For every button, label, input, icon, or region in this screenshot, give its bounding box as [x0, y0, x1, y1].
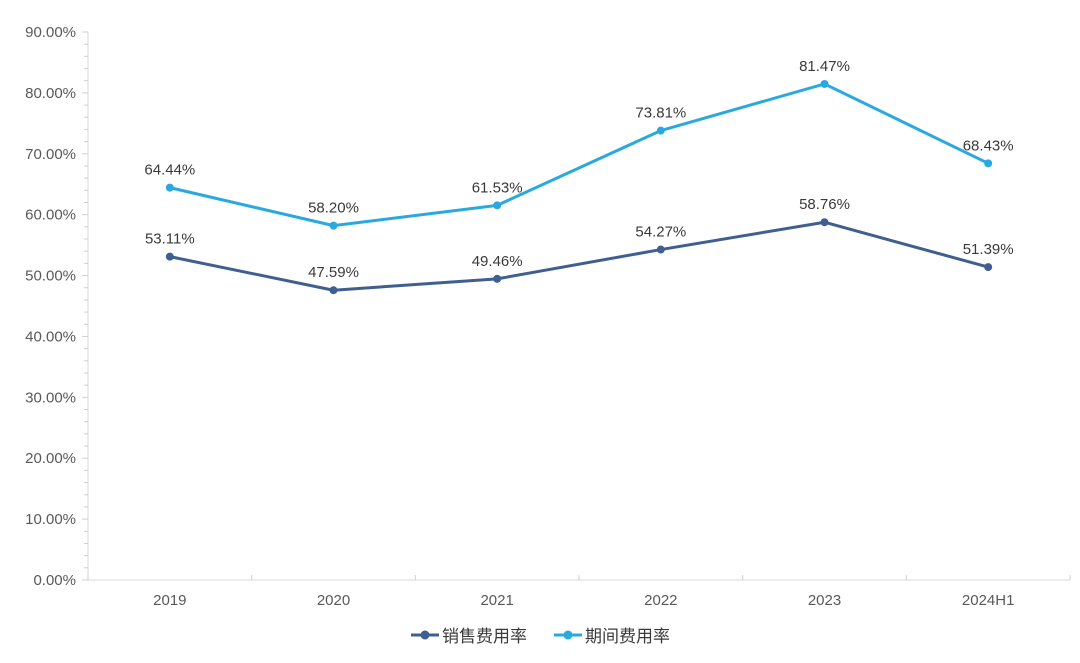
data-label: 61.53% — [472, 179, 523, 196]
legend: 销售费用率 期间费用率 — [0, 622, 1080, 647]
x-axis-label: 2023 — [808, 592, 841, 609]
y-axis-label: 40.00% — [25, 328, 76, 345]
x-axis-label: 2021 — [480, 592, 513, 609]
x-axis-label: 2020 — [317, 592, 350, 609]
y-axis-label: 70.00% — [25, 146, 76, 163]
data-point — [165, 183, 174, 192]
x-axis-label: 2019 — [153, 592, 186, 609]
data-label: 51.39% — [963, 241, 1014, 258]
x-axis-label: 2024H1 — [962, 592, 1015, 609]
data-point — [820, 218, 829, 227]
data-label: 81.47% — [799, 58, 850, 75]
y-axis-label: 90.00% — [25, 24, 76, 41]
y-axis-label: 20.00% — [25, 450, 76, 467]
data-point — [984, 263, 993, 272]
sales-series-marker-icon — [411, 630, 439, 639]
data-point — [820, 79, 829, 88]
data-point — [329, 286, 338, 295]
data-point — [656, 245, 665, 254]
legend-item-sales-expense-ratio: 销售费用率 — [410, 622, 527, 647]
data-label: 58.76% — [799, 196, 850, 213]
data-label: 47.59% — [308, 264, 359, 281]
y-axis-label: 0.00% — [33, 572, 76, 589]
data-label: 73.81% — [635, 105, 686, 122]
data-label: 68.43% — [963, 137, 1014, 154]
period-series-marker-icon — [554, 630, 582, 639]
y-axis-label: 50.00% — [25, 268, 76, 285]
data-point — [329, 221, 338, 230]
data-point — [493, 201, 502, 210]
x-axis-label: 2022 — [644, 592, 677, 609]
y-axis-label: 30.00% — [25, 389, 76, 406]
series-line-0 — [168, 220, 990, 292]
data-label: 53.11% — [145, 231, 195, 248]
legend-label-sales: 销售费用率 — [442, 627, 527, 646]
data-label: 54.27% — [635, 224, 686, 241]
data-point — [656, 126, 665, 135]
data-point — [984, 159, 993, 168]
data-point — [493, 274, 502, 283]
y-axis-label: 60.00% — [25, 207, 76, 224]
legend-label-period: 期间费用率 — [585, 627, 670, 646]
y-axis-label: 80.00% — [25, 85, 76, 102]
data-label: 49.46% — [472, 253, 523, 270]
data-point — [165, 252, 174, 261]
series-line-1 — [168, 82, 990, 228]
data-label: 64.44% — [144, 162, 195, 179]
data-label: 58.20% — [308, 200, 359, 217]
y-axis-label: 10.00% — [25, 511, 76, 528]
legend-item-period-expense-ratio: 期间费用率 — [553, 622, 670, 647]
